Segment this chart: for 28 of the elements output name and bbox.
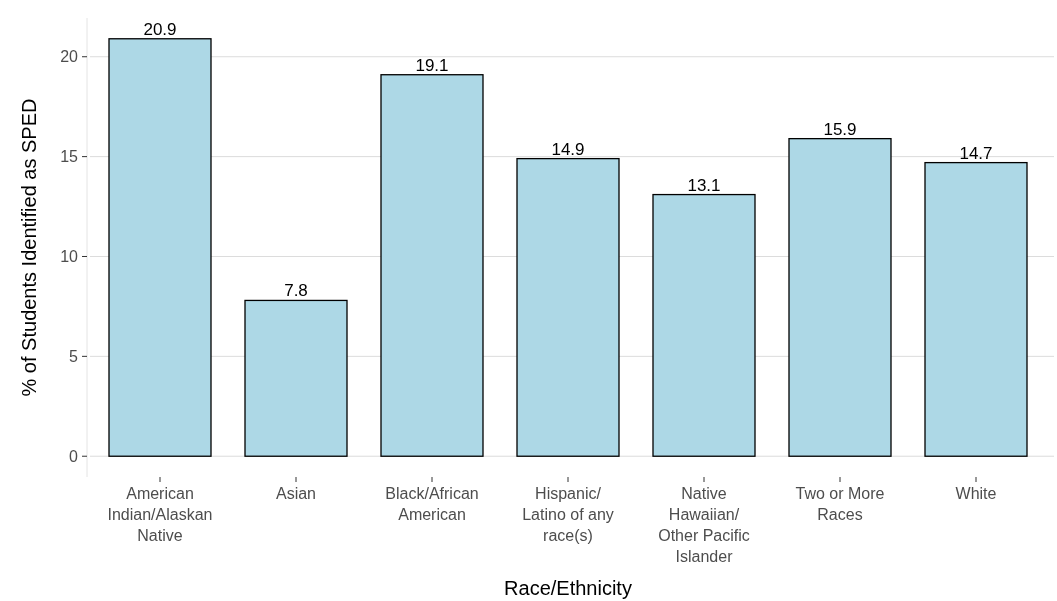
x-tick-label: Native Hawaiian/ Other Pacific Islander — [658, 485, 750, 565]
y-tick-label: 10 — [60, 248, 79, 266]
y-tick-label: 15 — [60, 148, 79, 166]
x-tick-label: Hispanic/ Latino of any race(s) — [522, 485, 614, 544]
data-label: 14.7 — [959, 143, 993, 163]
bar — [108, 38, 212, 457]
bar — [516, 157, 620, 457]
bar — [788, 137, 892, 457]
data-label: 20.9 — [143, 19, 177, 39]
bar — [380, 74, 484, 457]
data-label: 19.1 — [415, 55, 449, 75]
data-label: 13.1 — [687, 175, 721, 195]
y-axis-title: % of Students Identified as SPED — [18, 98, 40, 397]
bar — [924, 161, 1028, 457]
bar — [652, 193, 756, 457]
data-label: 14.9 — [551, 139, 585, 159]
x-axis-title: Race/Ethnicity — [504, 577, 632, 599]
bar — [244, 299, 348, 457]
y-tick-label: 5 — [69, 347, 79, 365]
x-tick-label: Two or More Races — [795, 485, 885, 523]
x-tick-label: Asian — [275, 485, 317, 502]
x-tick-label: American Indian/Alaskan Native — [107, 485, 213, 544]
y-tick-label: 20 — [60, 48, 79, 66]
data-label: 15.9 — [823, 119, 857, 139]
data-label: 7.8 — [284, 281, 308, 301]
x-tick-label: Black/African American — [385, 485, 479, 523]
y-tick-label: 0 — [69, 447, 79, 465]
x-tick-label: White — [955, 485, 997, 502]
